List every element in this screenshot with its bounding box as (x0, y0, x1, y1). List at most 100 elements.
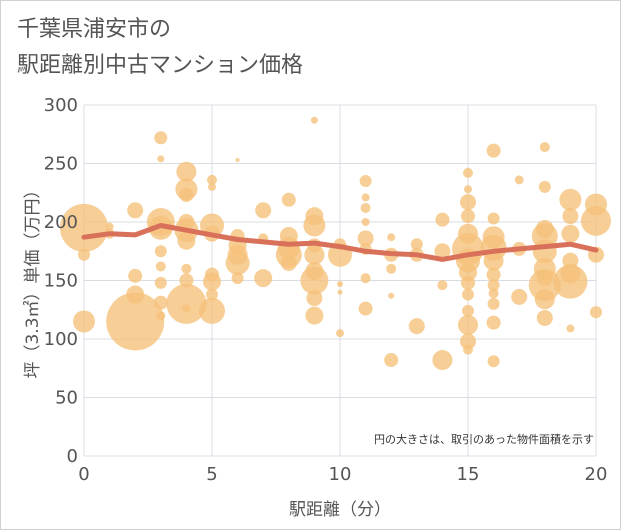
bubble-point-58 (305, 306, 324, 325)
x-tick-label-1: 5 (206, 464, 217, 485)
bubble-point-92 (461, 275, 475, 290)
bubble-point-52 (303, 214, 326, 237)
y-tick-label-6: 300 (44, 95, 78, 116)
bubble-point-4 (105, 222, 114, 231)
bubble-size-note: 円の大きさは、取引のあった物件面積を示す (374, 432, 594, 446)
bubble-point-20 (179, 188, 194, 203)
y-tick-label-5: 250 (44, 154, 78, 175)
bubble-point-75 (388, 292, 395, 299)
bubble-point-67 (361, 218, 370, 226)
bubble-point-106 (487, 297, 500, 310)
bubble-point-94 (462, 304, 474, 317)
bubble-point-42 (255, 202, 272, 219)
bubble-point-98 (486, 143, 501, 158)
x-tick-label-3: 15 (457, 464, 480, 485)
bubble-point-104 (487, 279, 500, 292)
bubble-point-72 (387, 233, 396, 242)
bubble-point-111 (511, 288, 528, 305)
bubble-series (60, 116, 611, 371)
bubble-point-107 (486, 315, 501, 330)
bubble-point-5 (106, 292, 165, 351)
bubble-point-49 (280, 254, 297, 271)
x-axis-label: 駅距離（分） (289, 500, 391, 520)
bubble-point-103 (486, 267, 501, 282)
bubble-point-132 (590, 306, 602, 319)
bubble-point-108 (487, 355, 500, 368)
bubble-point-34 (206, 288, 218, 301)
trend-line (81, 223, 599, 262)
x-tick-label-0: 0 (78, 464, 89, 485)
bubble-point-57 (306, 290, 323, 307)
bubble-point-81 (434, 243, 451, 260)
bubble-point-84 (463, 167, 473, 178)
bubble-point-1 (73, 310, 95, 333)
bubble-point-80 (435, 212, 450, 227)
bubble-point-71 (358, 301, 373, 316)
bubble-point-130 (581, 205, 611, 236)
bubble-point-122 (559, 188, 582, 211)
bubble-point-66 (360, 202, 371, 213)
bubble-point-68 (357, 230, 374, 247)
x-tick-label-4: 20 (585, 464, 608, 485)
bubble-point-63 (336, 329, 344, 338)
bubble-point-112 (539, 142, 550, 153)
bubble-point-97 (463, 344, 473, 355)
bubble-point-74 (386, 263, 397, 274)
bubble-point-50 (310, 116, 318, 124)
axis-ticks: 0 50 100 150 200 250 300 0 5 10 15 20 (44, 95, 608, 485)
bubble-point-40 (225, 250, 250, 275)
bubble-point-26 (166, 283, 207, 324)
y-tick-label-4: 200 (44, 212, 78, 233)
bubble-point-14 (155, 261, 166, 272)
bubble-point-13 (154, 245, 167, 258)
bubble-point-96 (460, 333, 476, 350)
bubble-point-105 (488, 288, 499, 299)
bubble-point-86 (460, 194, 476, 211)
bubble-point-24 (181, 263, 192, 274)
bubble-point-119 (528, 269, 561, 302)
bubble-point-127 (553, 264, 588, 299)
bubble-point-61 (337, 281, 343, 288)
bubble-point-56 (300, 266, 329, 295)
bubble-point-36 (235, 157, 240, 162)
bubble-point-102 (483, 250, 504, 271)
bubble-point-35 (199, 297, 225, 324)
bubble-point-76 (384, 353, 399, 368)
bubble-point-79 (408, 318, 425, 335)
grid-lines (83, 104, 597, 457)
bubble-point-85 (464, 185, 472, 194)
bubble-point-109 (514, 175, 524, 185)
bubble-point-29 (208, 182, 216, 191)
bubble-point-41 (231, 272, 244, 285)
bubble-point-8 (127, 202, 144, 219)
bubble-point-70 (360, 273, 371, 284)
bubble-point-0 (60, 203, 108, 252)
bubble-point-77 (410, 238, 423, 251)
y-tick-label-3: 150 (44, 271, 78, 292)
bubble-point-18 (176, 161, 197, 182)
y-tick-label-2: 100 (44, 329, 78, 350)
bubble-point-7 (128, 268, 143, 283)
bubble-point-25 (179, 273, 194, 288)
y-axis-label: 坪（3.3㎡）単価（万円） (23, 181, 43, 378)
y-tick-label-1: 50 (55, 388, 78, 409)
bubble-point-120 (534, 289, 555, 310)
bubble-point-82 (437, 280, 448, 291)
bubble-point-10 (157, 155, 165, 163)
bubble-point-91 (459, 263, 477, 282)
bubble-point-2 (78, 248, 90, 261)
bubble-point-64 (359, 175, 372, 188)
bubble-point-16 (153, 295, 168, 310)
bubble-point-65 (361, 193, 370, 202)
bubble-point-128 (566, 324, 575, 333)
y-tick-label-0: 0 (67, 446, 78, 467)
bubble-point-54 (304, 244, 325, 265)
bubble-point-33 (203, 272, 221, 291)
bubble-point-124 (561, 224, 580, 243)
bubble-point-9 (154, 131, 168, 145)
bubble-point-93 (462, 288, 474, 301)
bubble-point-23 (177, 231, 196, 250)
bubble-point-6 (126, 285, 145, 304)
chart-title: 千葉県浦安市の 駅距離別中古マンション価格 (17, 17, 304, 78)
